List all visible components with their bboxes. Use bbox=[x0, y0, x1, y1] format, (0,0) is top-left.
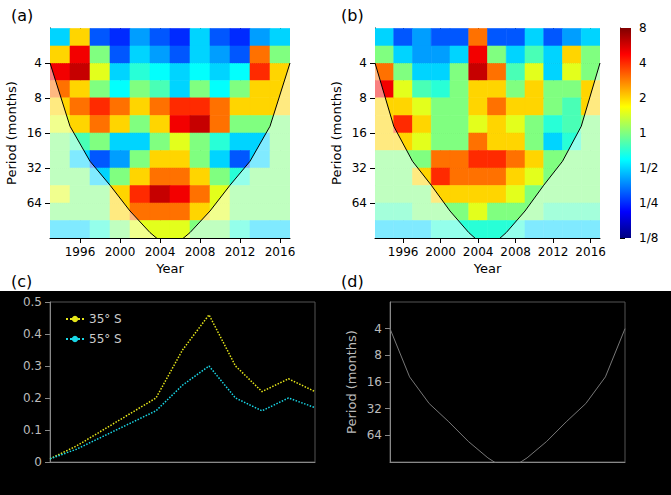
svg-text:0.4: 0.4 bbox=[23, 327, 42, 341]
svg-text:8: 8 bbox=[374, 348, 382, 362]
svg-text:2012: 2012 bbox=[225, 245, 256, 259]
svg-text:(d): (d) bbox=[341, 272, 364, 291]
svg-text:1996: 1996 bbox=[388, 245, 419, 259]
svg-text:2: 2 bbox=[639, 91, 647, 105]
svg-text:4: 4 bbox=[34, 56, 42, 70]
svg-text:1: 1 bbox=[639, 126, 647, 140]
svg-text:Year: Year bbox=[155, 261, 184, 276]
svg-text:16: 16 bbox=[27, 126, 42, 140]
svg-text:2012: 2012 bbox=[538, 245, 569, 259]
svg-text:1/2: 1/2 bbox=[639, 161, 658, 175]
svg-text:2004: 2004 bbox=[463, 245, 494, 259]
svg-text:4: 4 bbox=[359, 56, 367, 70]
svg-text:4: 4 bbox=[374, 322, 382, 336]
svg-text:0.2: 0.2 bbox=[23, 391, 42, 405]
svg-text:4: 4 bbox=[639, 56, 647, 70]
svg-text:8: 8 bbox=[359, 91, 367, 105]
svg-text:32: 32 bbox=[27, 161, 42, 175]
svg-text:1/8: 1/8 bbox=[639, 231, 658, 245]
svg-text:0.1: 0.1 bbox=[23, 423, 42, 437]
svg-text:0: 0 bbox=[34, 455, 42, 469]
svg-text:2004: 2004 bbox=[145, 245, 176, 259]
svg-text:Period (months): Period (months) bbox=[344, 330, 359, 434]
svg-text:16: 16 bbox=[352, 126, 367, 140]
svg-text:2008: 2008 bbox=[185, 245, 216, 259]
svg-text:(c): (c) bbox=[11, 272, 32, 291]
svg-text:55° S: 55° S bbox=[89, 332, 122, 346]
svg-text:2000: 2000 bbox=[425, 245, 456, 259]
svg-text:Year: Year bbox=[473, 261, 502, 276]
svg-text:(a): (a) bbox=[11, 6, 33, 25]
svg-text:2016: 2016 bbox=[265, 245, 296, 259]
svg-text:0.3: 0.3 bbox=[23, 359, 42, 373]
svg-text:1996: 1996 bbox=[65, 245, 96, 259]
svg-text:Period (months): Period (months) bbox=[329, 81, 344, 185]
svg-text:2016: 2016 bbox=[575, 245, 606, 259]
svg-text:2008: 2008 bbox=[500, 245, 531, 259]
svg-text:8: 8 bbox=[34, 91, 42, 105]
svg-text:(b): (b) bbox=[341, 6, 364, 25]
svg-text:16: 16 bbox=[367, 375, 382, 389]
svg-text:8: 8 bbox=[639, 21, 647, 35]
svg-text:35° S: 35° S bbox=[89, 312, 122, 326]
svg-text:32: 32 bbox=[352, 161, 367, 175]
svg-text:0.5: 0.5 bbox=[23, 295, 42, 309]
svg-text:64: 64 bbox=[352, 196, 367, 210]
svg-text:2000: 2000 bbox=[105, 245, 136, 259]
svg-text:64: 64 bbox=[367, 428, 382, 442]
svg-text:1/4: 1/4 bbox=[639, 196, 658, 210]
svg-text:32: 32 bbox=[367, 402, 382, 416]
svg-text:64: 64 bbox=[27, 196, 42, 210]
svg-text:Period (months): Period (months) bbox=[4, 81, 19, 185]
